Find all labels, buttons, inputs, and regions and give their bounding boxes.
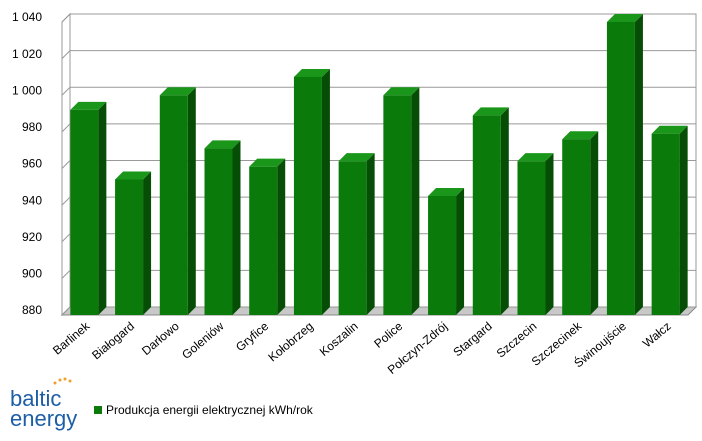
x-tick-label: Stargard (450, 319, 494, 359)
grid-line (61, 86, 696, 96)
bar (249, 158, 286, 315)
y-tick-label: 940 (22, 193, 42, 207)
bar (517, 153, 554, 315)
y-tick-label: 880 (22, 303, 42, 317)
x-tick-label: Białogard (89, 319, 137, 362)
bar (428, 187, 465, 315)
legend-label: Produkcja energii elektrycznej kWh/rok (106, 403, 314, 417)
x-tick-label: Kołobrzeg (265, 319, 315, 364)
bar (70, 101, 107, 316)
bar (383, 87, 420, 315)
x-tick-label: Koszalin (317, 319, 361, 359)
y-tick-label: 1 040 (12, 10, 42, 24)
bar (651, 125, 688, 315)
y-tick-label: 920 (22, 230, 42, 244)
x-tick-label: Darłowo (139, 319, 182, 358)
y-tick-label: 980 (22, 120, 42, 134)
logo-dots (53, 377, 72, 385)
bar (606, 14, 643, 315)
legend-swatch (94, 406, 102, 414)
bar (159, 87, 196, 315)
x-tick-label: Police (371, 319, 405, 351)
grid-line (61, 50, 696, 59)
bar (562, 131, 599, 315)
logo-line2: energy (10, 406, 77, 431)
x-tick-label: Goleniów (179, 319, 227, 362)
bar (293, 68, 330, 315)
x-tick-label: Wałcz (640, 319, 674, 350)
bar (472, 107, 509, 315)
bar (115, 171, 152, 315)
floor (60, 306, 698, 316)
logo-line1: baltic (10, 386, 61, 411)
y-tick-label: 960 (22, 157, 42, 171)
grid-line (61, 13, 696, 23)
x-tick-label: Gryfice (233, 319, 271, 354)
bar (204, 140, 241, 315)
y-tick-label: 1 020 (12, 47, 42, 61)
y-tick-label: 900 (22, 267, 42, 281)
x-tick-label: Barlinek (50, 318, 93, 357)
y-tick-label: 1 000 (12, 83, 42, 97)
bar (338, 153, 375, 315)
